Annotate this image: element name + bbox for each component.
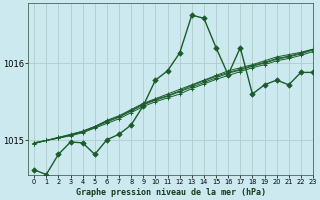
X-axis label: Graphe pression niveau de la mer (hPa): Graphe pression niveau de la mer (hPa) bbox=[76, 188, 266, 197]
